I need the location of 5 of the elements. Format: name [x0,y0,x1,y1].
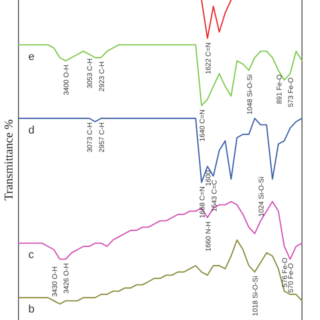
series-label: d [28,124,35,136]
series-label: e [28,50,35,63]
series-label: c [28,249,34,262]
series-label: b [28,304,35,316]
y-axis-title: Transmittance % [1,119,16,201]
